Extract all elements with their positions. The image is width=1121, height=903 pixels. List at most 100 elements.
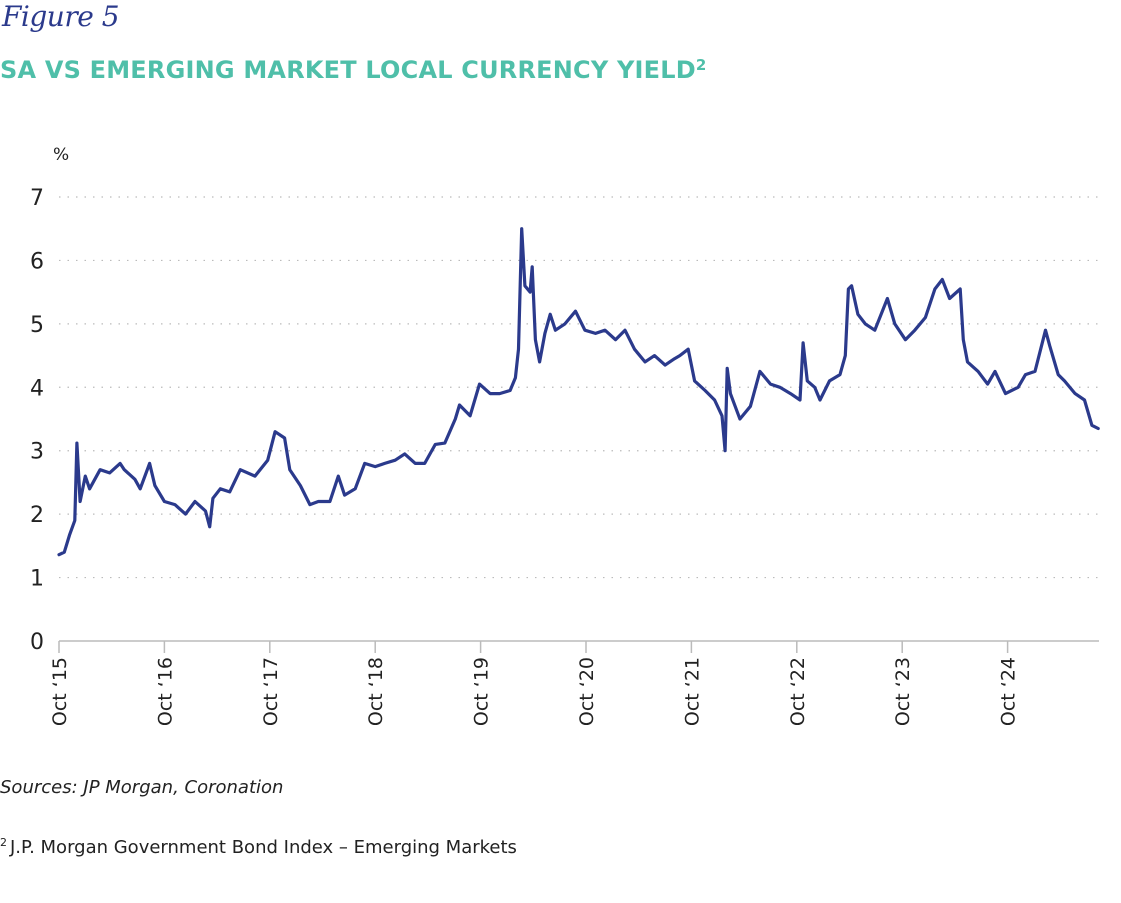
data-point-26 xyxy=(239,468,242,471)
data-point-115 xyxy=(962,338,965,341)
data-point-28 xyxy=(266,459,269,462)
data-point-53 xyxy=(498,392,501,395)
y-tick-label-0: 0 xyxy=(30,630,44,655)
data-point-62 xyxy=(538,361,541,363)
data-point-63 xyxy=(544,332,546,335)
data-point-50 xyxy=(469,414,471,417)
data-point-112 xyxy=(941,278,944,281)
chart-title-text: SA VS EMERGING MARKET LOCAL CURRENCY YIE… xyxy=(0,56,696,84)
data-point-42 xyxy=(394,459,397,462)
data-point-125 xyxy=(1048,345,1051,347)
data-point-119 xyxy=(994,370,996,373)
data-point-128 xyxy=(1074,392,1076,395)
data-point-88 xyxy=(749,405,752,408)
x-tick-label-0: Oct ‘15 xyxy=(49,657,71,726)
data-point-94 xyxy=(802,342,804,344)
data-point-104 xyxy=(864,323,867,325)
data-point-71 xyxy=(614,338,617,341)
data-point-122 xyxy=(1024,373,1027,376)
data-point-2 xyxy=(68,534,71,536)
y-tick-label-2: 2 xyxy=(30,503,44,528)
data-point-96 xyxy=(813,386,816,389)
x-tick-label-8: Oct ‘23 xyxy=(892,657,914,726)
data-point-111 xyxy=(934,288,936,290)
x-tick-label-5: Oct ‘20 xyxy=(576,657,598,726)
data-point-35 xyxy=(329,500,331,503)
data-point-46 xyxy=(434,443,437,446)
data-point-19 xyxy=(184,513,187,515)
y-tick-label-4: 4 xyxy=(30,376,44,401)
data-point-65 xyxy=(554,329,557,332)
data-point-5 xyxy=(79,500,81,503)
data-point-17 xyxy=(163,500,166,503)
data-point-34 xyxy=(317,500,320,503)
data-point-36 xyxy=(337,475,340,477)
data-point-108 xyxy=(904,338,907,341)
data-point-110 xyxy=(924,316,927,319)
data-point-127 xyxy=(1063,380,1066,382)
x-tick-label-1: Oct ‘16 xyxy=(154,657,176,726)
data-point-92 xyxy=(789,392,792,395)
data-point-129 xyxy=(1083,399,1086,401)
data-point-82 xyxy=(713,399,716,401)
y-axis-tick-labels: 0 1 2 3 4 5 6 7 xyxy=(30,186,44,655)
data-point-131 xyxy=(1097,427,1100,430)
data-point-45 xyxy=(423,462,426,465)
data-point-9 xyxy=(99,468,101,471)
data-point-117 xyxy=(977,370,979,373)
data-point-30 xyxy=(283,437,286,439)
data-point-7 xyxy=(88,487,91,490)
data-point-69 xyxy=(594,332,597,335)
data-point-120 xyxy=(1004,392,1007,395)
footnote-marker: 2 xyxy=(0,836,7,849)
data-point-15 xyxy=(148,462,151,465)
data-point-10 xyxy=(108,472,111,474)
data-point-24 xyxy=(219,487,222,490)
data-point-81 xyxy=(704,389,706,392)
data-point-60 xyxy=(531,265,534,268)
data-point-100 xyxy=(844,354,847,357)
x-axis-tick-labels: Oct ‘15 Oct ‘16 Oct ‘17 Oct ‘18 Oct ‘19 Oct ‘… xyxy=(49,657,1020,726)
data-point-54 xyxy=(509,389,511,392)
data-point-85 xyxy=(726,367,729,370)
data-point-98 xyxy=(828,380,831,382)
data-point-8 xyxy=(93,478,96,481)
data-point-18 xyxy=(174,503,176,506)
data-point-23 xyxy=(212,497,214,500)
data-point-95 xyxy=(806,380,809,382)
data-point-1 xyxy=(63,551,66,554)
y-tick-label-1: 1 xyxy=(30,567,44,592)
data-point-87 xyxy=(739,418,741,420)
data-point-57 xyxy=(520,227,523,230)
y-tick-label-3: 3 xyxy=(30,440,44,465)
data-point-61 xyxy=(534,338,537,341)
data-point-38 xyxy=(354,487,357,490)
data-point-32 xyxy=(299,484,302,487)
sources-note: Sources: JP Morgan, Coronation xyxy=(0,777,284,798)
data-point-78 xyxy=(678,354,681,357)
data-point-70 xyxy=(604,329,606,332)
data-point-68 xyxy=(584,329,586,332)
data-point-83 xyxy=(721,414,723,417)
data-point-118 xyxy=(986,383,989,385)
data-point-59 xyxy=(529,291,531,293)
chart-title: SA VS EMERGING MARKET LOCAL CURRENCY YIE… xyxy=(0,56,707,84)
data-point-43 xyxy=(403,453,406,455)
data-point-77 xyxy=(673,357,676,360)
data-point-89 xyxy=(759,370,761,373)
footnote-text: J.P. Morgan Government Bond Index – Emer… xyxy=(10,837,517,858)
data-point-97 xyxy=(819,399,821,401)
data-point-90 xyxy=(769,383,772,385)
data-point-73 xyxy=(633,348,636,351)
data-point-67 xyxy=(574,310,577,313)
data-point-12 xyxy=(123,468,126,471)
data-point-91 xyxy=(779,386,781,389)
data-point-22 xyxy=(208,525,211,528)
gridlines xyxy=(59,196,1099,579)
title-footnote-marker: 2 xyxy=(695,56,707,74)
data-point-101 xyxy=(847,288,850,290)
data-point-0 xyxy=(58,553,60,556)
data-point-79 xyxy=(687,348,690,351)
data-point-52 xyxy=(489,392,491,395)
